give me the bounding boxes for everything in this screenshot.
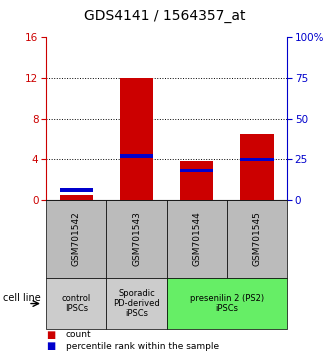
Bar bbox=[180, 161, 213, 200]
Text: ■: ■ bbox=[46, 341, 55, 351]
Text: presenilin 2 (PS2)
iPSCs: presenilin 2 (PS2) iPSCs bbox=[190, 294, 264, 313]
Text: GSM701545: GSM701545 bbox=[252, 211, 261, 267]
Text: GSM701542: GSM701542 bbox=[72, 212, 81, 266]
Text: GDS4141 / 1564357_at: GDS4141 / 1564357_at bbox=[84, 9, 246, 23]
Text: GSM701544: GSM701544 bbox=[192, 212, 201, 266]
Bar bbox=[120, 78, 153, 200]
Text: control
IPSCs: control IPSCs bbox=[62, 294, 91, 313]
Bar bbox=[60, 195, 93, 200]
Text: count: count bbox=[66, 330, 92, 339]
Bar bbox=[60, 188, 93, 192]
Text: ■: ■ bbox=[46, 330, 55, 339]
Text: Sporadic
PD-derived
iPSCs: Sporadic PD-derived iPSCs bbox=[113, 289, 160, 319]
Text: GSM701543: GSM701543 bbox=[132, 211, 141, 267]
Bar bbox=[180, 169, 213, 172]
Bar bbox=[241, 134, 274, 200]
Bar bbox=[120, 154, 153, 158]
Bar bbox=[241, 158, 274, 161]
Text: cell line: cell line bbox=[3, 293, 41, 303]
Text: percentile rank within the sample: percentile rank within the sample bbox=[66, 342, 219, 351]
